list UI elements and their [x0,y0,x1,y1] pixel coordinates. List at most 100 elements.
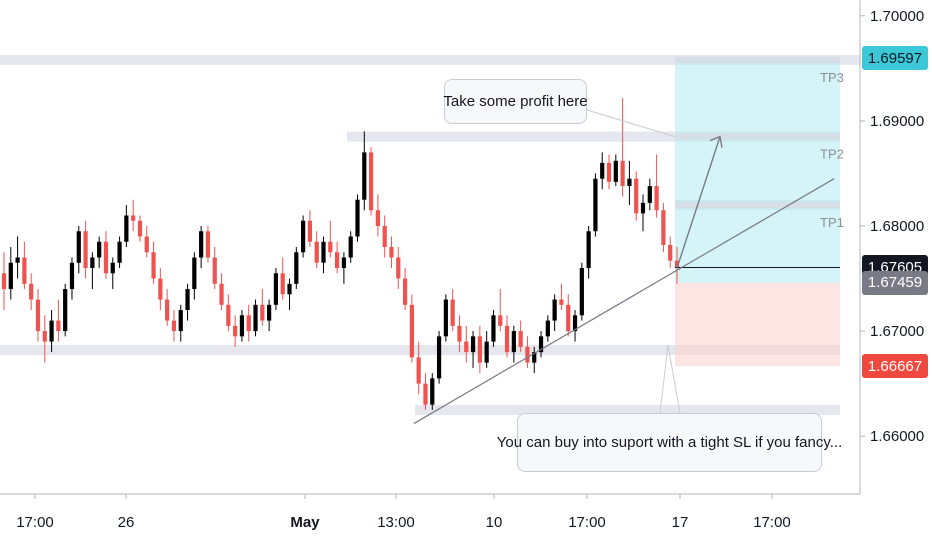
candle-body [613,160,618,182]
candle-body [600,162,605,179]
x-tick-label: May [290,514,320,531]
candle-body [402,278,408,305]
price-tag: 1.66667 [862,354,928,379]
candle [477,325,482,374]
candle-body [532,352,537,363]
support-annotation[interactable]: You can buy into suport with a tight SL … [497,413,842,472]
candle [103,231,109,279]
candle-body [35,299,41,332]
candle-body [233,325,238,337]
candle [205,225,211,263]
candle [307,210,313,247]
candle-body [83,231,88,269]
candle-body [110,262,115,274]
candle [355,194,360,242]
candle [532,346,537,374]
candle [600,152,605,190]
candle [49,310,54,353]
candle-body [654,186,659,211]
candle [97,236,102,269]
candle [273,268,279,311]
candle [294,247,299,290]
candle [613,154,618,187]
candle-body [382,225,387,247]
loss-zone [675,282,840,367]
candle [165,289,170,326]
axes: 1.70000 1.69000 1.68000 1.67000 1.66000 17:00… [0,0,924,531]
candle-body [566,304,571,332]
candle-body [314,241,319,263]
candle [620,97,625,197]
candle [382,215,387,258]
candle [647,178,652,211]
candle-body [450,299,455,326]
candle-body [29,283,34,300]
candle-body [457,325,462,342]
y-tick-label: 1.66000 [870,428,924,445]
candle-body [545,320,550,337]
candle-body [443,299,448,337]
candle-body [63,289,68,332]
candlesticks [1,97,680,410]
candle [640,194,646,232]
candle-body [158,278,163,300]
candle-body [246,315,251,332]
candle [199,225,204,269]
candle [178,304,183,342]
candle-body [267,304,272,321]
x-tick-label: 17:00 [753,514,791,531]
candle-body [165,299,170,321]
candle [402,268,408,311]
price-tag: 1.69597 [862,46,928,71]
candle-body [328,241,333,253]
candle-body [498,315,503,326]
x-tick-label: 17 [672,514,689,531]
candle [260,289,265,326]
trendline[interactable] [413,178,835,425]
candle [117,236,122,269]
support-callout-pointer [659,344,669,414]
projection-arrow[interactable] [676,136,721,269]
candle [525,336,530,368]
candle [375,194,380,237]
candle-body [634,178,639,214]
candle-body [368,152,374,211]
candle-body [416,357,421,384]
candle [267,299,272,332]
candle-body [647,186,652,203]
candle-body [423,383,428,405]
candle-body [192,257,197,290]
candle [253,299,258,337]
candle [654,154,659,218]
candle [504,315,510,358]
candle [22,241,27,290]
candle-body [593,178,598,232]
candle [158,268,163,311]
candle [409,294,414,363]
candle [328,220,333,258]
candle-body [260,304,265,321]
candle [627,160,632,205]
candle [606,154,612,190]
candle-body [144,236,149,253]
candle-body [334,252,340,269]
candle [423,373,428,410]
candle-body [572,315,578,332]
candle-body [287,283,292,295]
candle-body [464,341,469,353]
price-tag: 1.67459 [862,270,928,295]
candle [63,283,68,337]
level-band [415,404,840,415]
candle-body [15,257,20,263]
candle-body [375,210,380,226]
candle-body [199,231,204,258]
profit-annotation[interactable]: Take some profit here [443,79,588,124]
candle-body [362,152,367,200]
candle-body [606,162,612,182]
candle-body [552,299,557,321]
x-tick-label: 13:00 [377,514,415,531]
candle [192,252,197,300]
candle-body [69,262,75,290]
level-band [0,345,840,356]
